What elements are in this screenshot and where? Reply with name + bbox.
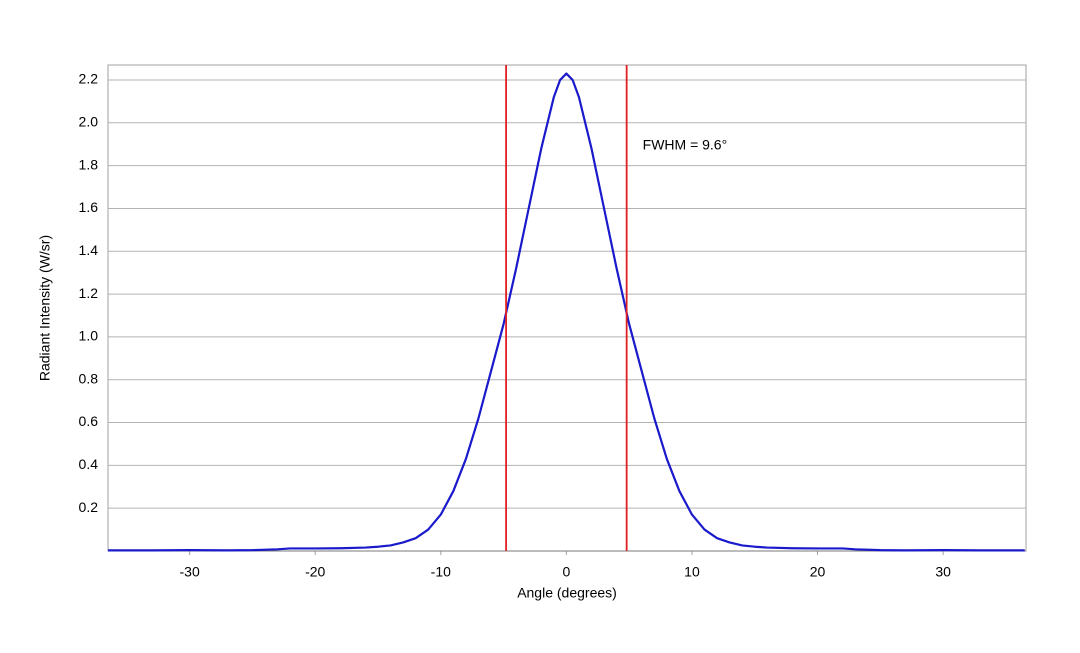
y-tick-label: 0.2 [79, 499, 99, 515]
y-tick-label: 0.6 [79, 413, 99, 429]
x-axis-label: Angle (degrees) [517, 585, 617, 601]
y-tick-label: 2.0 [79, 114, 99, 130]
x-tick-label: -20 [305, 564, 325, 580]
y-tick-label: 1.8 [79, 156, 99, 172]
y-tick-label: 2.2 [79, 71, 99, 87]
x-tick-label: 10 [684, 564, 700, 580]
annotation: FWHM = 9.6° [643, 137, 728, 153]
x-tick-label: 20 [810, 564, 826, 580]
y-tick-label: 1.0 [79, 328, 99, 344]
y-tick-label: 1.4 [79, 242, 99, 258]
x-tick-label: -10 [431, 564, 451, 580]
y-tick-label: 0.8 [79, 370, 99, 386]
y-tick-label: 0.4 [79, 456, 99, 472]
y-tick-label: 1.2 [79, 285, 99, 301]
y-tick-label: 1.6 [79, 199, 99, 215]
x-tick-label: 30 [935, 564, 951, 580]
x-tick-label: -30 [180, 564, 200, 580]
data-line [108, 72, 1025, 552]
x-tick-label: 0 [562, 564, 570, 580]
y-axis-label: Radiant Intensity (W/sr) [37, 235, 53, 381]
